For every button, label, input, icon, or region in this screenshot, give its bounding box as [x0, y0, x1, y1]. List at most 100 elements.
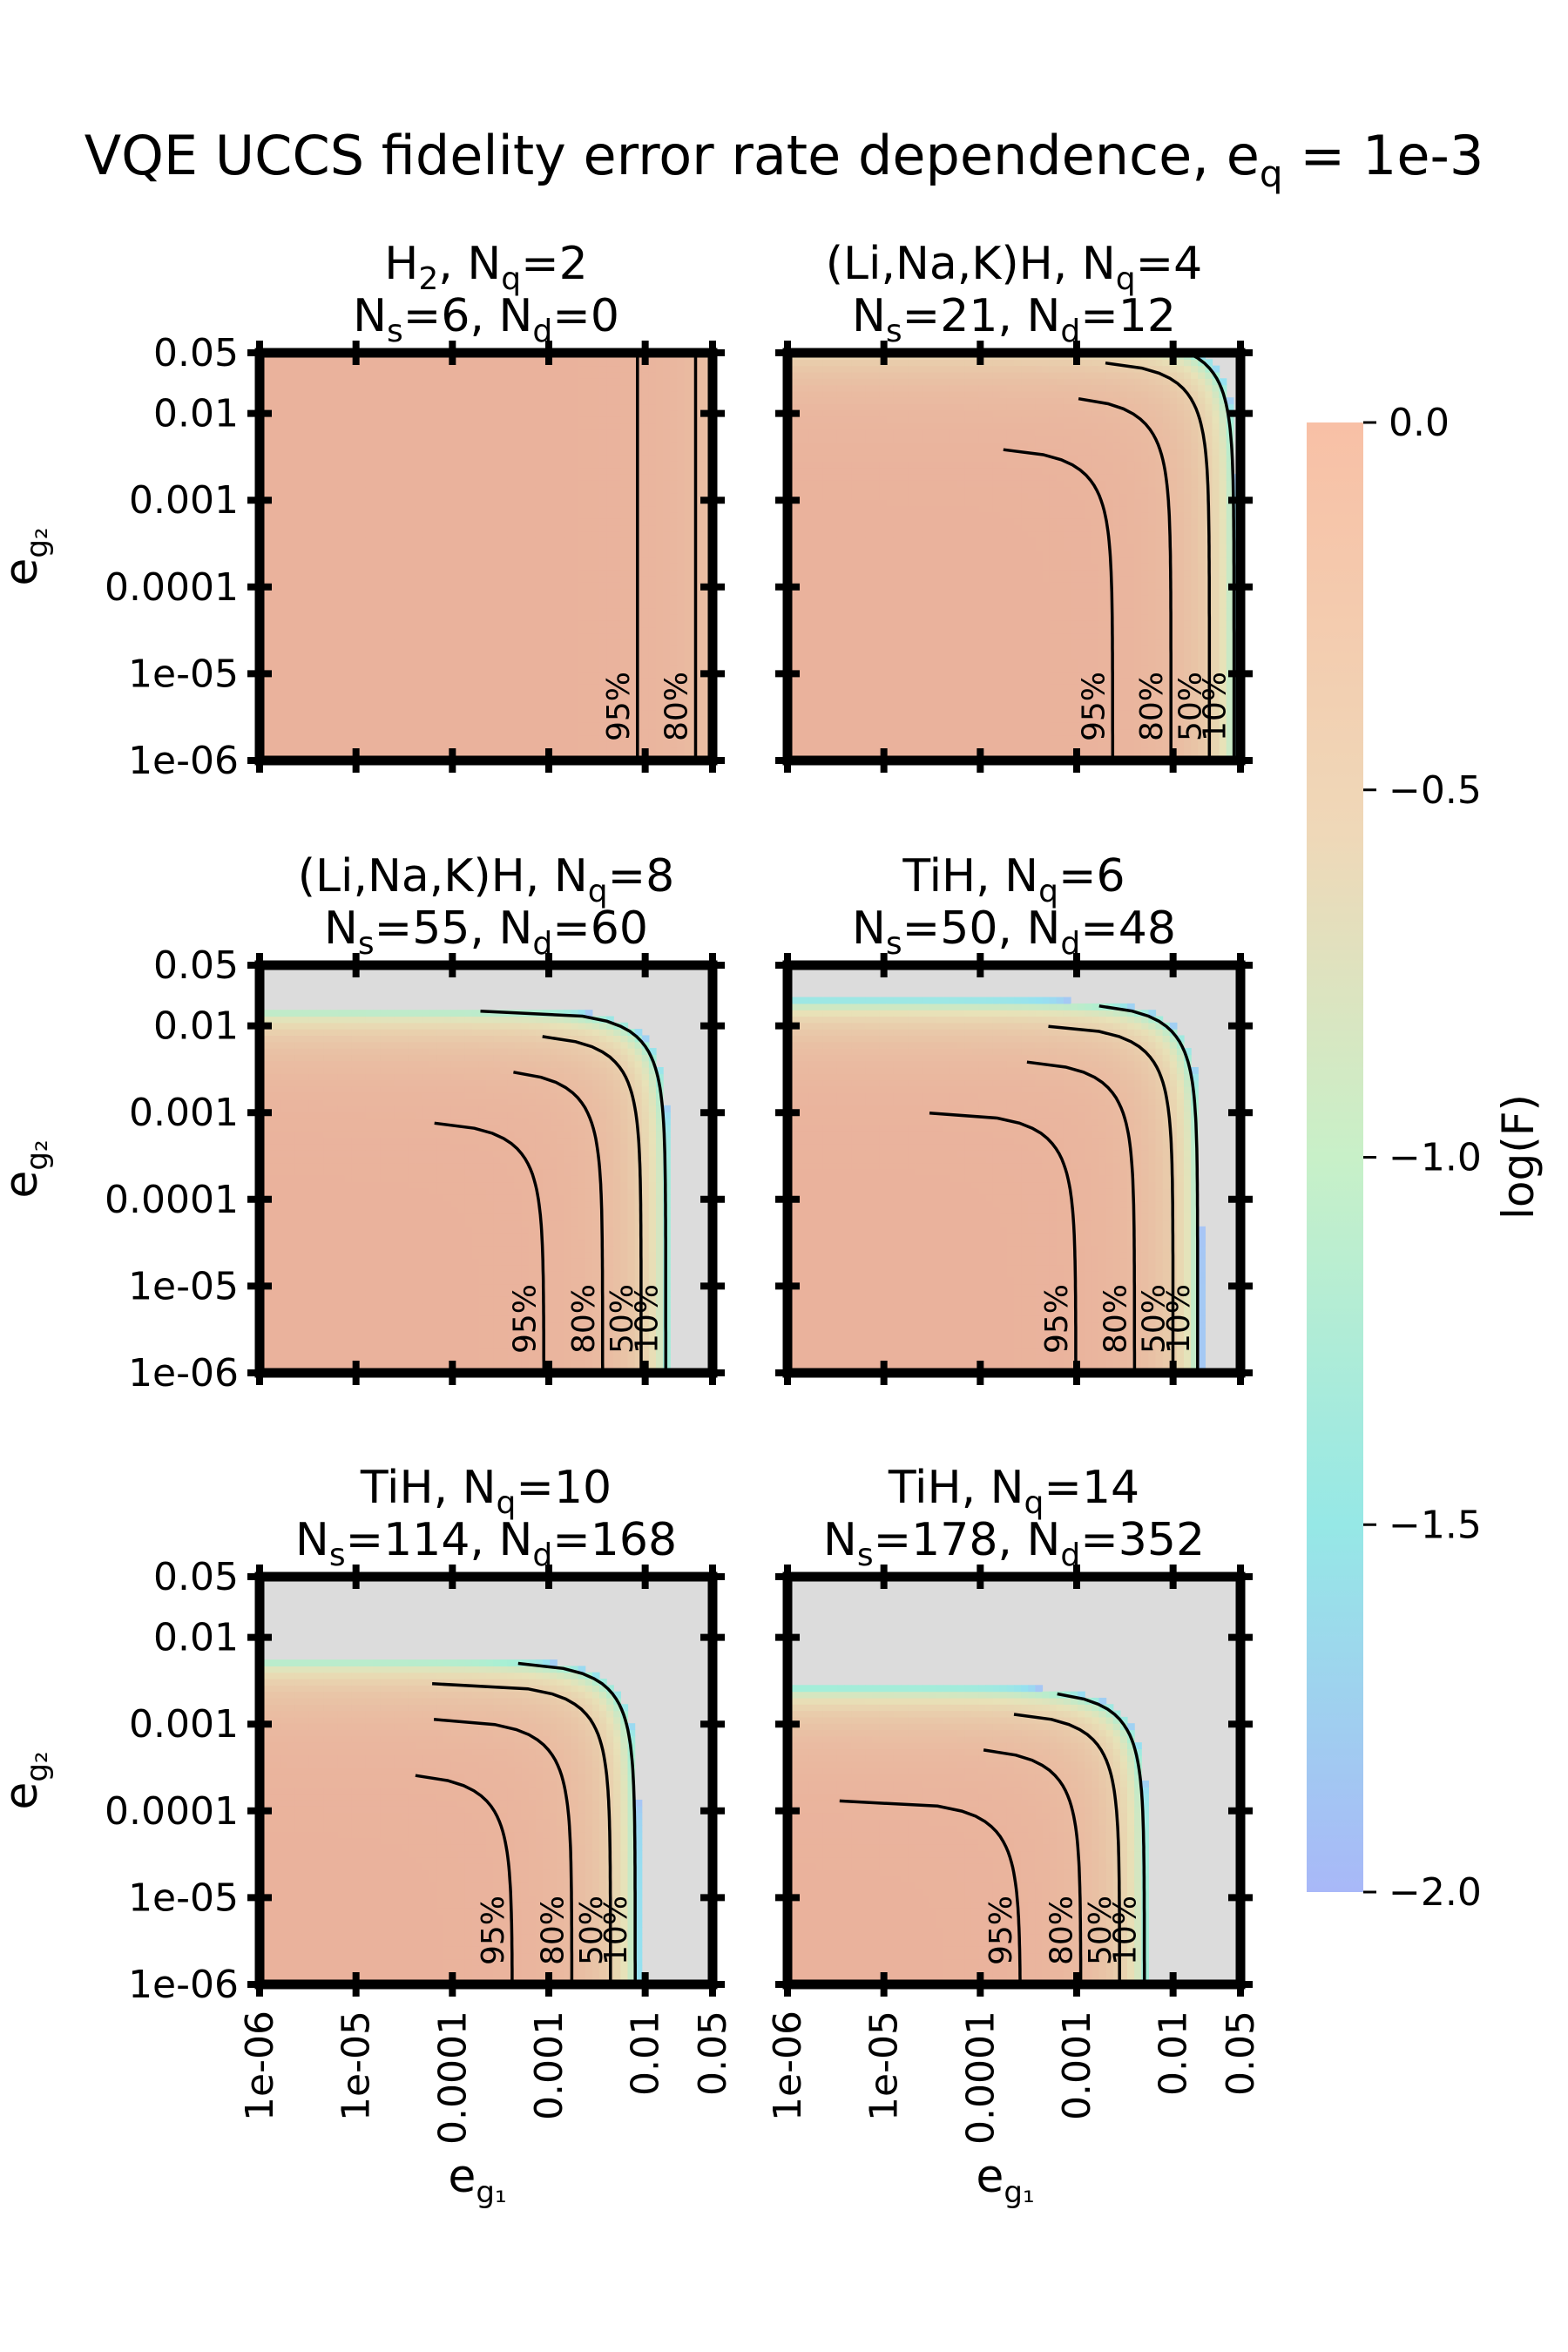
heatmap-cell [500, 715, 508, 723]
heatmap-cell [422, 613, 430, 621]
heatmap-cell [663, 436, 671, 443]
heatmap-cell [641, 416, 650, 424]
heatmap-cell [599, 365, 607, 373]
heatmap-cell [365, 467, 374, 475]
heatmap-cell [408, 416, 416, 424]
heatmap-cell [422, 652, 430, 659]
heatmap-cell [591, 461, 600, 469]
heatmap-cell [274, 569, 281, 577]
heatmap-cell [528, 505, 537, 513]
heatmap-cell [337, 722, 346, 730]
heatmap-cell [564, 461, 572, 469]
heatmap-cell [471, 492, 480, 500]
heatmap-cell [464, 734, 473, 742]
heatmap-cell [294, 569, 303, 577]
heatmap-cell [514, 607, 523, 615]
heatmap-cell [528, 403, 537, 411]
heatmap-cell [564, 709, 572, 717]
heatmap-cell [550, 416, 558, 424]
heatmap-cell [401, 575, 409, 583]
heatmap-cell [851, 518, 859, 526]
heatmap-cell [337, 588, 346, 596]
heatmap-cell [698, 557, 706, 564]
heatmap-cell [380, 582, 388, 590]
heatmap-cell [844, 416, 852, 424]
heatmap-cell [627, 403, 636, 411]
heatmap-cell [294, 557, 303, 564]
heatmap-cell [627, 518, 636, 526]
heatmap-cell [822, 499, 831, 507]
heatmap-cell [599, 665, 607, 672]
heatmap-cell [606, 524, 614, 532]
heatmap-cell [274, 378, 281, 386]
heatmap-cell [606, 588, 614, 596]
heatmap-cell [858, 620, 866, 628]
heatmap-cell [851, 703, 859, 711]
heatmap-cell [543, 518, 551, 526]
heatmap-cell [493, 492, 501, 500]
heatmap-cell [280, 531, 289, 538]
heatmap-cell [500, 461, 508, 469]
heatmap-cell [801, 371, 809, 379]
heatmap-cell [808, 645, 817, 653]
heatmap-cell [344, 747, 353, 755]
heatmap-cell [500, 703, 508, 711]
heatmap-cell [464, 455, 473, 462]
heatmap-cell [344, 448, 353, 456]
heatmap-cell [822, 492, 831, 500]
heatmap-cell [464, 645, 473, 653]
heatmap-cell [301, 467, 310, 475]
heatmap-cell [267, 390, 274, 398]
heatmap-cell [267, 639, 274, 646]
heatmap-cell [380, 741, 388, 748]
heatmap-cell [486, 499, 494, 507]
heatmap-cell [564, 747, 572, 755]
heatmap-cell [528, 467, 537, 475]
heatmap-cell [656, 492, 664, 500]
heatmap-cell [851, 575, 859, 583]
heatmap-cell [557, 557, 564, 564]
heatmap-cell [301, 671, 310, 679]
heatmap-cell [500, 665, 508, 672]
heatmap-cell [585, 371, 593, 379]
heatmap-cell [872, 397, 881, 405]
heatmap-cell [280, 690, 289, 698]
heatmap-cell [394, 416, 402, 424]
heatmap-cell [599, 480, 607, 488]
heatmap-cell [267, 422, 274, 430]
heatmap-cell [478, 422, 487, 430]
heatmap-cell [606, 473, 614, 481]
heatmap-cell [599, 594, 607, 602]
heatmap-cell [507, 671, 516, 679]
heatmap-cell [521, 728, 530, 736]
heatmap-cell [836, 403, 845, 411]
heatmap-cell [330, 378, 338, 386]
heatmap-cell [684, 613, 693, 621]
heatmap-cell [571, 416, 579, 424]
heatmap-cell [620, 632, 629, 640]
heatmap-cell [599, 416, 607, 424]
heatmap-cell [436, 639, 444, 646]
heatmap-cell [422, 390, 430, 398]
heatmap-cell [358, 747, 367, 755]
heatmap-cell [550, 715, 558, 723]
heatmap-cell [358, 505, 367, 513]
heatmap-cell [865, 684, 874, 692]
heatmap-cell [486, 403, 494, 411]
heatmap-cell [641, 665, 650, 672]
heatmap-cell [815, 544, 824, 551]
heatmap-cell [836, 473, 845, 481]
heatmap-cell [436, 499, 444, 507]
heatmap-cell [585, 671, 593, 679]
heatmap-cell [450, 665, 459, 672]
heatmap-cell [606, 365, 614, 373]
heatmap-cell [287, 467, 296, 475]
heatmap-cell [677, 442, 686, 449]
heatmap-cell [794, 455, 802, 462]
heatmap-cell [351, 448, 360, 456]
heatmap-cell [301, 461, 310, 469]
heatmap-cell [585, 632, 593, 640]
heatmap-cell [464, 632, 473, 640]
heatmap-cell [535, 467, 544, 475]
heatmap-cell [550, 550, 558, 558]
